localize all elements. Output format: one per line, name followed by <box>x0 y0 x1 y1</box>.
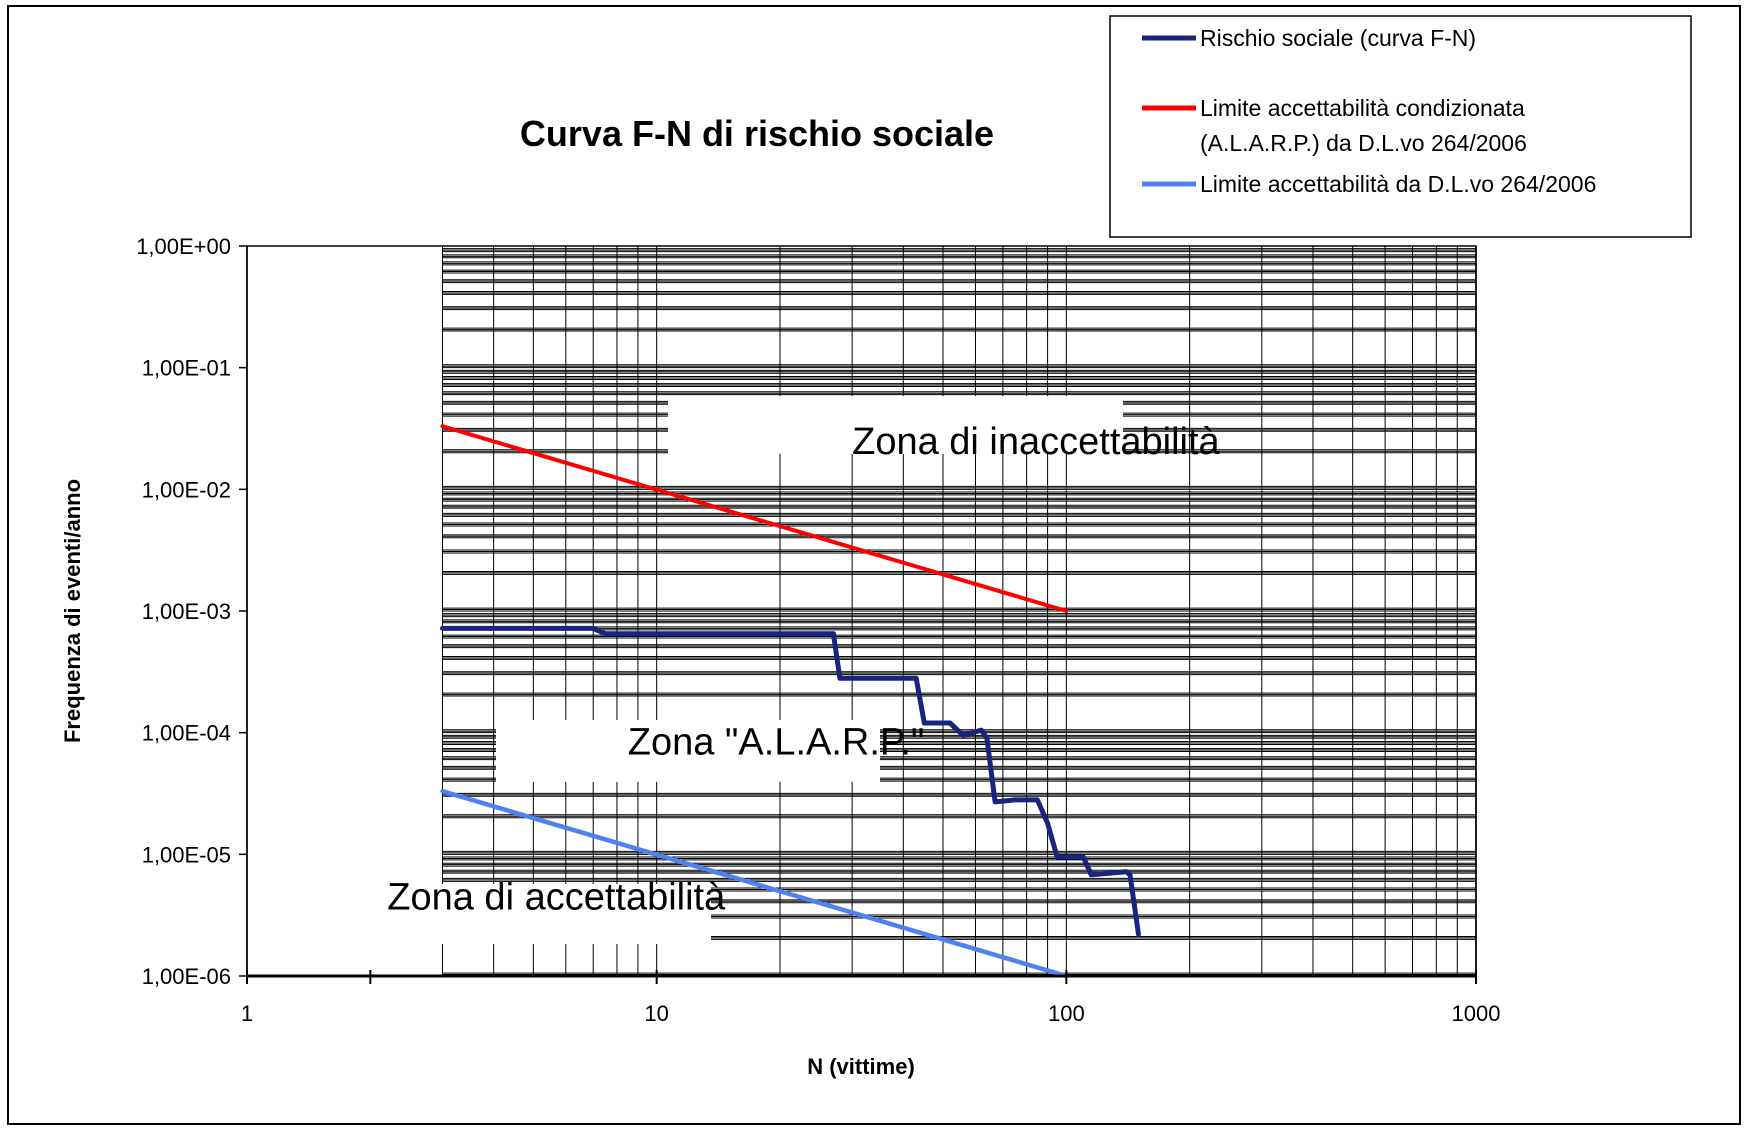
y-tick-label: 1,00E-03 <box>142 599 231 624</box>
y-tick-label: 1,00E-04 <box>142 721 231 746</box>
x-tick-label: 1000 <box>1452 1001 1501 1026</box>
y-axis-title: Frequenza di eventi/anno <box>60 479 85 743</box>
y-tick-label: 1,00E-05 <box>142 842 231 867</box>
zone-label-background <box>255 884 711 944</box>
series-line-2 <box>440 424 1069 613</box>
series-line-1 <box>440 625 1141 937</box>
zone-masks <box>255 396 1123 944</box>
y-tick-label: 1,00E-02 <box>142 477 231 502</box>
zone-label-2: Zona "A.L.A.R.P." <box>628 721 925 763</box>
zone-label-3: Zona di accettabilità <box>387 877 726 919</box>
axes: 1 10 100 1000 1,00E+00 1,00E-01 1,00E-02 1,00E-… <box>136 234 1500 1026</box>
y-tick-label: 1,00E+00 <box>136 234 231 259</box>
legend-label: Rischio sociale (curva F-N) <box>1200 25 1476 51</box>
chart-title: Curva F-N di rischio sociale <box>520 113 994 154</box>
y-tick-label: 1,00E-01 <box>142 356 231 381</box>
series-line-3 <box>440 788 1069 979</box>
zone-label-1: Zona di inaccettabilità <box>852 421 1220 463</box>
y-tick-label: 1,00E-06 <box>142 964 231 989</box>
legend-label: (A.L.A.R.P.) da D.L.vo 264/2006 <box>1200 130 1527 156</box>
series-layer <box>440 424 1141 979</box>
legend: Rischio sociale (curva F-N) Limite accett… <box>1109 15 1692 238</box>
legend-label: Limite accettabilità condizionata <box>1200 95 1525 121</box>
x-tick-label: 100 <box>1048 1001 1085 1026</box>
zone-label-background <box>496 720 880 782</box>
annotation-layer: Zona di inaccettabilità Zona "A.L.A.R.P."… <box>387 421 1220 919</box>
legend-box <box>1109 15 1692 238</box>
x-tick-label: 10 <box>644 1001 668 1026</box>
legend-label: Limite accettabilità da D.L.vo 264/2006 <box>1200 171 1596 197</box>
x-tick-label: 1 <box>241 1001 253 1026</box>
x-axis-title: N (vittime) <box>807 1054 915 1079</box>
zone-label-background <box>668 396 1123 454</box>
